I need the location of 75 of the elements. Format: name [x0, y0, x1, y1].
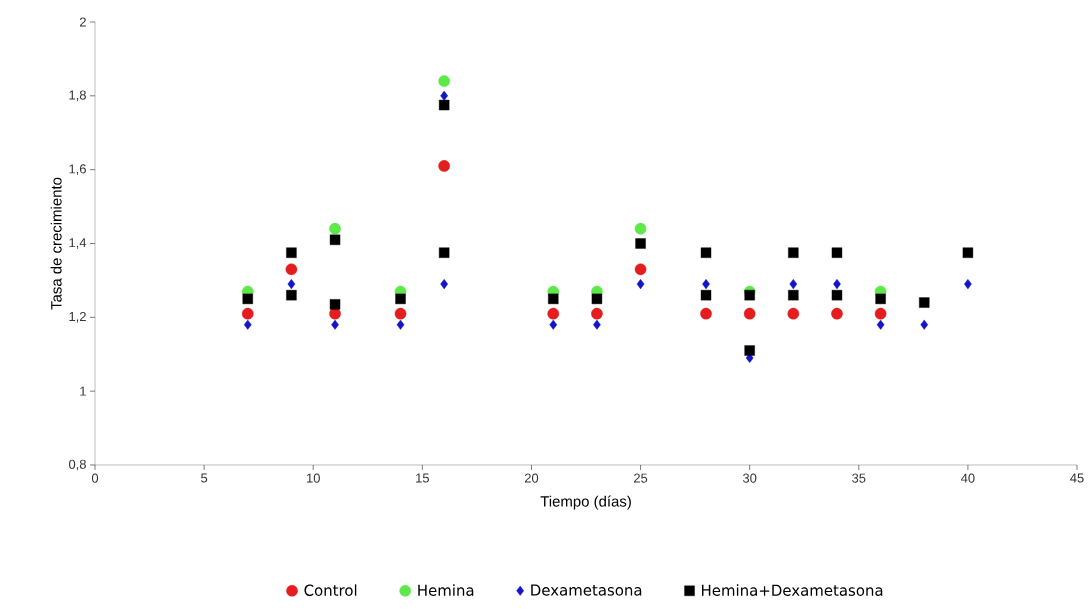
point	[395, 293, 406, 305]
point	[788, 247, 799, 258]
point	[964, 279, 972, 290]
point	[438, 247, 450, 258]
point	[396, 319, 405, 330]
point	[438, 75, 450, 87]
y-tick-label: 1	[80, 386, 86, 396]
point	[919, 297, 930, 308]
x-tick-label: 30	[742, 473, 757, 483]
point	[438, 160, 450, 172]
point	[549, 319, 558, 330]
point	[876, 319, 885, 330]
x-tick-label: 0	[91, 473, 99, 483]
point	[241, 307, 254, 320]
y-tick-label: 0,8	[68, 459, 86, 471]
point	[440, 90, 448, 101]
point	[329, 222, 341, 235]
x-tick-label: 20	[524, 473, 539, 483]
point	[789, 279, 798, 290]
y-axis-title: Tasa de crecimiento	[50, 177, 62, 310]
y-tick-label: 1,6	[69, 164, 86, 175]
point	[438, 99, 450, 111]
point	[700, 307, 712, 320]
point	[700, 289, 712, 301]
point	[329, 234, 341, 245]
point	[788, 289, 799, 301]
point	[702, 279, 710, 290]
point	[394, 307, 407, 320]
legend-label: Control	[304, 584, 357, 596]
y-tick-label: 2	[79, 17, 86, 27]
point	[700, 247, 712, 258]
point	[920, 319, 929, 330]
x-tick-label: 5	[201, 473, 208, 483]
point	[285, 263, 298, 276]
x-axis-title: Tiempo (días)	[540, 495, 631, 510]
point	[636, 279, 645, 290]
point	[286, 289, 297, 301]
point	[744, 289, 755, 301]
y-tick-label: 1,8	[69, 90, 86, 102]
x-tick-label: 10	[307, 473, 320, 483]
point	[831, 289, 843, 301]
point	[874, 307, 887, 320]
y-tick-label: 1,4	[69, 238, 87, 249]
point	[634, 222, 647, 235]
point	[440, 279, 448, 290]
point	[331, 319, 339, 330]
point	[243, 319, 252, 330]
legend-label: Hemina	[418, 584, 474, 596]
point	[242, 293, 253, 305]
point	[831, 247, 843, 258]
point	[329, 299, 341, 310]
point	[591, 307, 603, 320]
x-tick-label: 15	[416, 473, 429, 483]
x-tick-label: 25	[634, 473, 648, 483]
point	[875, 293, 886, 305]
point	[962, 247, 974, 258]
point	[548, 293, 559, 305]
point	[547, 307, 560, 320]
point	[593, 319, 601, 330]
point	[591, 293, 603, 305]
point	[743, 307, 756, 320]
point	[634, 263, 647, 276]
legend-label: Dexametasona	[531, 584, 642, 596]
point	[286, 247, 297, 258]
y-tick-label: 1,2	[69, 311, 86, 323]
x-tick-label: 35	[852, 473, 866, 483]
point	[635, 238, 646, 249]
point	[287, 279, 296, 290]
x-tick-label: 40	[960, 473, 975, 483]
point	[833, 279, 841, 290]
point	[831, 307, 843, 320]
x-tick-label: 45	[1070, 473, 1084, 483]
point	[787, 307, 800, 320]
point	[744, 345, 755, 356]
legend-label: Hemina+Dexametasona	[702, 584, 883, 596]
